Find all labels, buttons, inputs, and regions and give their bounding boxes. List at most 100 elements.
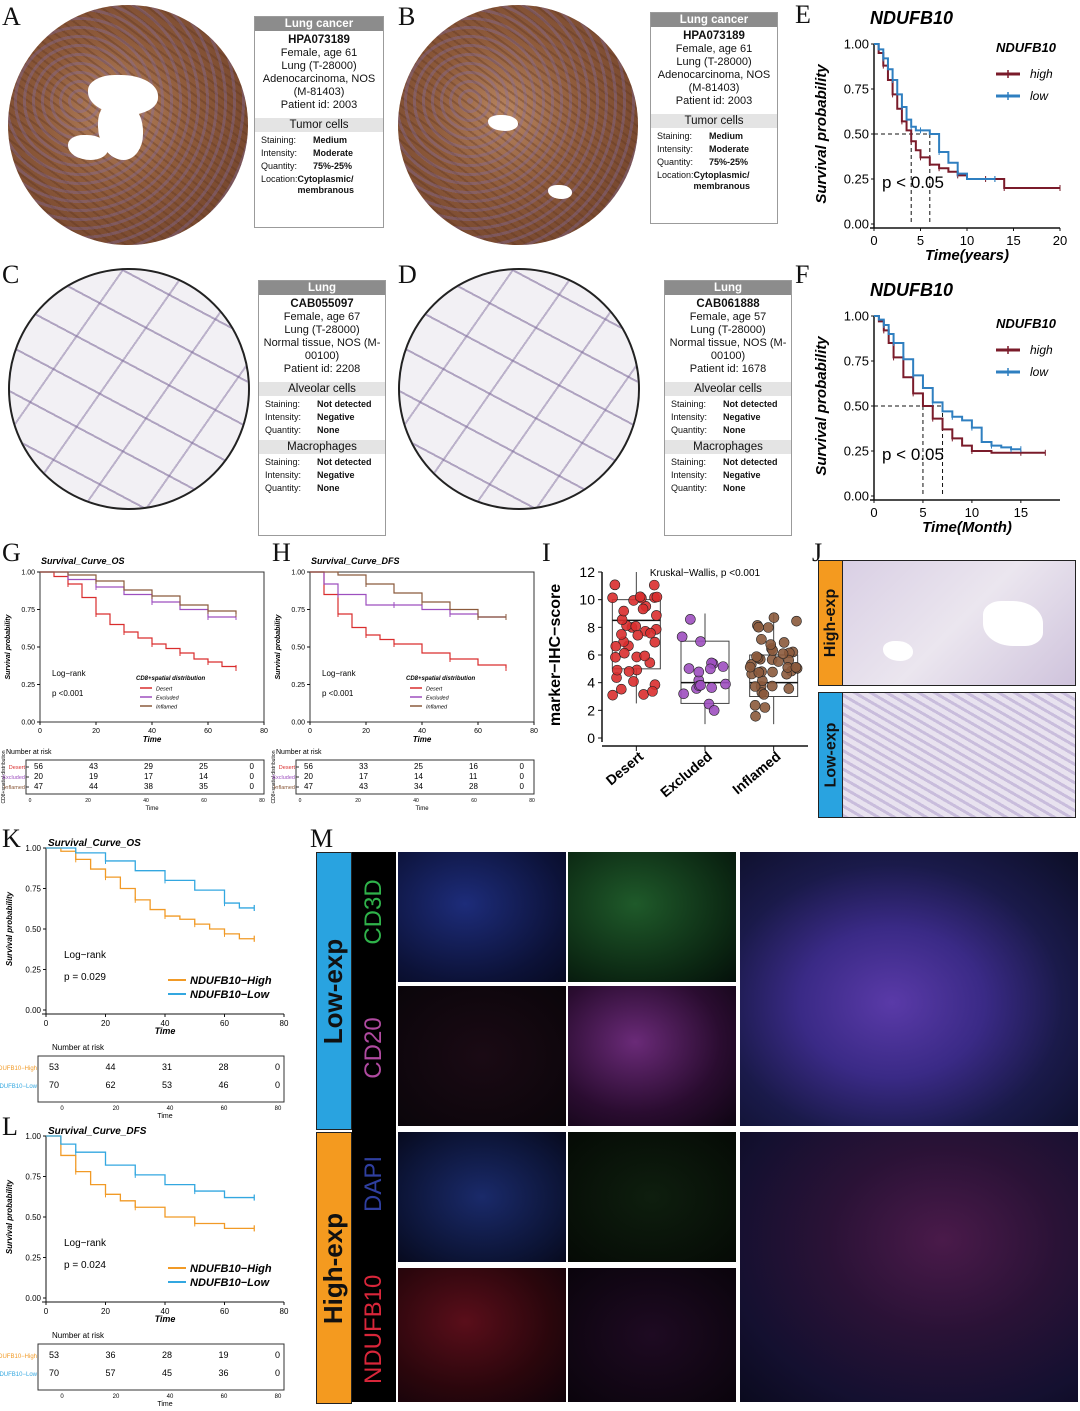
data-point [678, 688, 689, 700]
x-tick-label: 15 [1006, 233, 1020, 248]
risk-xtick: 0 [60, 1106, 64, 1112]
y-tick-label: 0.75 [25, 884, 41, 893]
card-row-value: 75%-25% [709, 157, 749, 167]
high-exp-tag: High-exp [818, 560, 844, 686]
risk-value: 0 [275, 1080, 280, 1090]
y-axis-label: Survival probability [275, 613, 282, 679]
risk-xtick: 80 [259, 798, 265, 804]
panel-label-g: G [2, 538, 21, 567]
card-info: Female, age 57 Lung (T-28000) Normal tissu… [669, 311, 787, 376]
card-info-line: Normal tissue, NOS (M- [263, 337, 381, 349]
risk-xtick: 0 [299, 798, 302, 804]
y-tick-label: 0.50 [844, 399, 869, 414]
data-point [756, 634, 767, 645]
data-point [753, 621, 764, 633]
card-row: Quantity: None [671, 483, 785, 494]
risk-value: 43 [359, 782, 368, 791]
m-high-merge [740, 1132, 1078, 1402]
risk-value: 47 [304, 782, 313, 791]
card-row-value: Moderate [313, 148, 354, 158]
data-point [610, 640, 622, 652]
y-tick-label: 10 [579, 592, 595, 608]
card-info-line: Lung (T-28000) [281, 60, 357, 72]
m-high-dapi [398, 1132, 566, 1262]
m-high-ndufb10 [398, 1268, 566, 1402]
risk-value: 53 [162, 1080, 172, 1090]
x-tick-label: 60 [474, 728, 482, 735]
card-row: Staining: Medium [261, 135, 377, 146]
card-row: Intensity: Negative [265, 412, 379, 423]
card-row-key: Intensity: [657, 144, 694, 154]
km-chart-h: 0.00 0.25 0.50 0.75 1.00 0 20 40 60 80 Survival_Cu… [271, 556, 538, 812]
risk-value: 28 [469, 782, 478, 791]
risk-frame [37, 1055, 285, 1103]
risk-value: 56 [304, 762, 313, 771]
y-tick-label: 0.00 [25, 1294, 41, 1303]
y-axis-label: marker−IHC−score [547, 584, 564, 726]
data-point [791, 615, 802, 627]
card-row: Staining: Not detected [265, 399, 379, 410]
series-line-high [874, 315, 1046, 454]
data-point [618, 605, 630, 617]
risk-xtick: 20 [355, 798, 361, 804]
risk-xtick: 60 [221, 1106, 228, 1112]
card-header: Lung cancer [651, 13, 777, 27]
risk-value: 16 [469, 762, 478, 771]
risk-value: 34 [414, 782, 423, 791]
data-point [634, 591, 646, 603]
y-tick-label: 0.25 [291, 682, 305, 689]
card-info-line: (M-81403) [293, 86, 345, 98]
data-point [645, 627, 656, 639]
risk-row-label: Inflamed [274, 785, 295, 791]
card-row-value: Not detected [723, 399, 778, 409]
data-point [695, 679, 706, 691]
data-point [628, 676, 639, 687]
data-point [649, 636, 661, 648]
risk-xtick: 40 [413, 798, 419, 804]
card-row-value: Negative [317, 470, 355, 480]
marker-cd3d: CD3D [360, 879, 387, 945]
p-value-label: p <0.001 [52, 689, 84, 698]
risk-value: 36 [105, 1350, 115, 1360]
data-point [639, 650, 651, 662]
card-info-line: 00100) [710, 350, 746, 362]
j-low-image [842, 692, 1076, 818]
y-tick-label: 0.50 [291, 644, 305, 651]
data-point [683, 663, 695, 674]
card-row: Staining: Not detected [265, 457, 379, 468]
card-row: Quantity: 75%-25% [657, 157, 771, 168]
data-point [616, 683, 627, 695]
m-marker-column [352, 852, 396, 1402]
chart-title: NDUFB10 [870, 280, 953, 300]
x-tick-label: 20 [101, 1019, 110, 1028]
data-point [750, 710, 761, 722]
y-tick-label: 0.25 [21, 682, 35, 689]
legend-label: Excluded [426, 696, 450, 702]
data-point [749, 681, 761, 692]
data-point [758, 689, 770, 700]
logrank-label: Log−rank [52, 669, 87, 678]
x-tick-label: 80 [280, 1019, 289, 1028]
y-axis-label: Survival probability [813, 64, 830, 204]
panel-label-l: L [2, 1112, 18, 1141]
x-tick-label: 0 [870, 505, 877, 520]
series-line-NDUFB10−Low [46, 847, 255, 909]
risk-row-label: NDUFB10−High [0, 1354, 37, 1360]
risk-xtick: 0 [60, 1394, 64, 1400]
data-point [611, 664, 623, 676]
data-point [768, 612, 780, 623]
legend-label: high [1030, 67, 1053, 81]
x-tick-label: Inflamed [729, 748, 783, 797]
low-exp-tag: Low-exp [818, 692, 844, 818]
data-point [607, 689, 618, 701]
series-line-NDUFB10−High [46, 1135, 255, 1229]
card-info-line: Normal tissue, NOS (M- [669, 337, 787, 349]
data-point [648, 579, 660, 591]
card-row-value: Not detected [723, 457, 778, 467]
risk-xtick: 40 [167, 1394, 174, 1400]
series-line-Inflamed [310, 571, 506, 618]
data-point [632, 629, 644, 641]
risk-row-label: Desert [9, 765, 26, 771]
risk-value: 28 [162, 1350, 172, 1360]
card-info-line: Female, age 61 [675, 43, 753, 55]
